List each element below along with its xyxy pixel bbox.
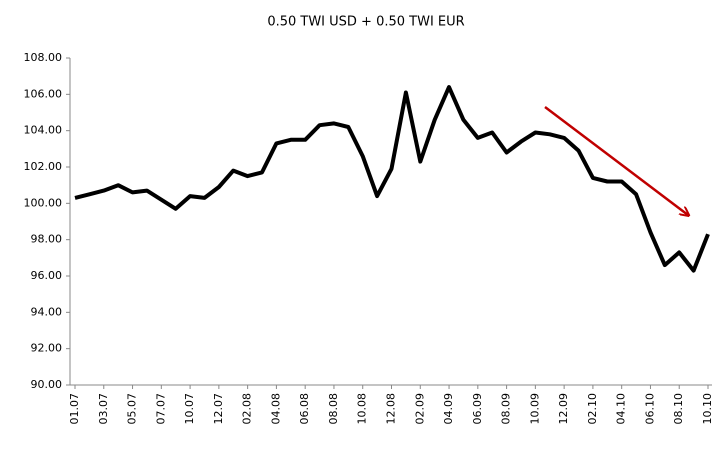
y-tick-label: 108.00 (24, 51, 63, 64)
y-tick-label: 106.00 (24, 87, 63, 100)
x-tick-label: 07.07 (154, 393, 167, 425)
x-tick-label: 10.08 (356, 393, 369, 425)
x-tick-label: 12.08 (385, 393, 398, 425)
y-tick-label: 102.00 (24, 160, 63, 173)
y-tick-label: 90.00 (31, 378, 63, 391)
y-tick-label: 100.00 (24, 196, 63, 209)
x-tick-label: 04.09 (442, 393, 455, 425)
x-tick-label: 01.07 (68, 393, 81, 425)
y-tick-label: 94.00 (31, 305, 63, 318)
x-tick-label: 02.10 (586, 393, 599, 425)
x-tick-label: 12.09 (557, 393, 570, 425)
x-tick-label: 10.09 (528, 393, 541, 425)
y-tick-label: 98.00 (31, 233, 63, 246)
y-tick-label: 96.00 (31, 269, 63, 282)
x-tick-label: 03.07 (97, 393, 110, 425)
x-tick-label: 04.10 (615, 393, 628, 425)
x-tick-label: 06.10 (643, 393, 656, 425)
x-tick-label: 06.09 (471, 393, 484, 425)
x-tick-label: 08.08 (327, 393, 340, 425)
x-tick-label: 10.07 (183, 393, 196, 425)
x-tick-label: 05.07 (126, 393, 139, 425)
data-line (74, 85, 710, 273)
x-tick-label: 08.10 (672, 393, 685, 425)
x-tick-label: 06.08 (298, 393, 311, 425)
x-tick-label: 02.09 (413, 393, 426, 425)
trend-arrow (544, 106, 688, 215)
y-tick-label: 104.00 (24, 124, 63, 137)
y-tick-label: 92.00 (31, 342, 63, 355)
x-tick-label: 12.07 (212, 393, 225, 425)
x-tick-label: 02.08 (241, 393, 254, 425)
chart-title: 0.50 TWI USD + 0.50 TWI EUR (267, 15, 464, 30)
x-tick-label: 04.08 (269, 393, 282, 425)
x-tick-label: 08.09 (500, 393, 513, 425)
x-tick-label: 10.10 (701, 393, 713, 425)
